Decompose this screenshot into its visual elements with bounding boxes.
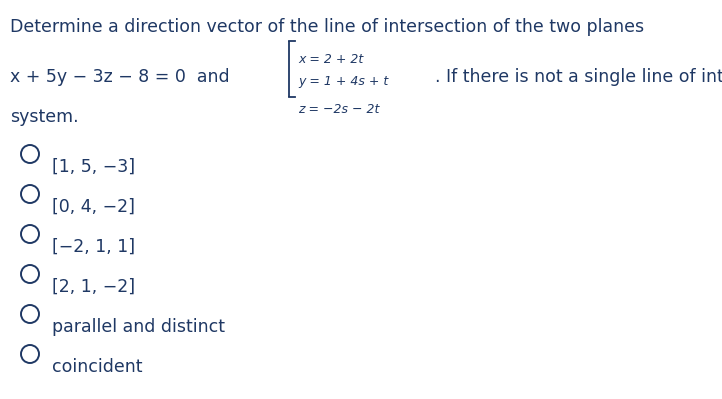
- Text: [2, 1, −2]: [2, 1, −2]: [52, 278, 135, 296]
- Text: z = −2s − 2t: z = −2s − 2t: [298, 103, 379, 116]
- Text: x + 5y − 3z − 8 = 0  and: x + 5y − 3z − 8 = 0 and: [10, 68, 230, 86]
- Text: [−2, 1, 1]: [−2, 1, 1]: [52, 238, 135, 256]
- Text: parallel and distinct: parallel and distinct: [52, 318, 225, 336]
- Text: x = 2 + 2t: x = 2 + 2t: [298, 53, 363, 66]
- Text: [1, 5, −3]: [1, 5, −3]: [52, 158, 135, 176]
- Text: system.: system.: [10, 108, 79, 126]
- Text: [0, 4, −2]: [0, 4, −2]: [52, 198, 135, 216]
- Text: . If there is not a single line of intersection, classify the: . If there is not a single line of inter…: [435, 68, 722, 86]
- Text: y = 1 + 4s + t: y = 1 + 4s + t: [298, 75, 388, 88]
- Text: coincident: coincident: [52, 358, 142, 376]
- Text: Determine a direction vector of the line of intersection of the two planes: Determine a direction vector of the line…: [10, 18, 644, 36]
